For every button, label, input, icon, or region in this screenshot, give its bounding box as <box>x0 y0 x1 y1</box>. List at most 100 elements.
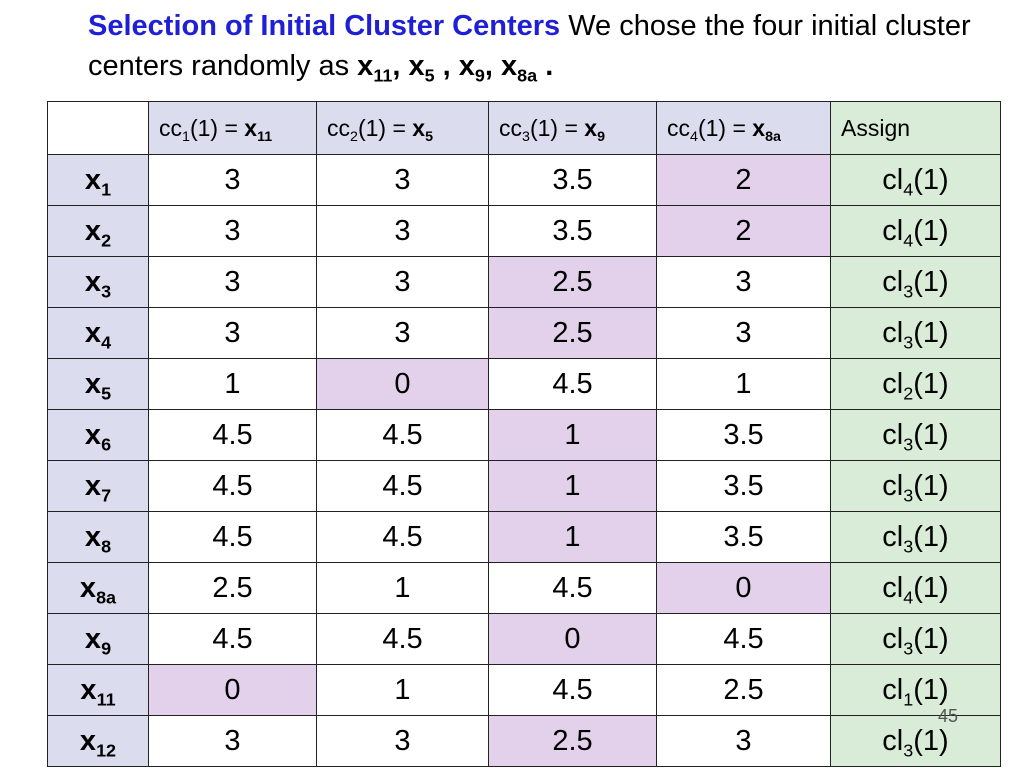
distance-cell: 1 <box>316 664 489 716</box>
distance-cell: 3 <box>148 205 317 257</box>
title-heading: Selection of Initial Cluster Centers <box>88 10 561 42</box>
row-label: x8 <box>47 511 149 563</box>
distance-cell: 4.5 <box>488 562 657 614</box>
assign-cell: cl3(1) <box>830 613 1001 665</box>
row-label: x12 <box>47 715 149 767</box>
distance-cell: 4.5 <box>656 613 831 665</box>
header-cc2: cc2(1) = x5 <box>316 101 489 155</box>
distance-cell: 4.5 <box>488 358 657 410</box>
row-label: x7 <box>47 460 149 512</box>
distance-cell: 3.5 <box>656 409 831 461</box>
table-row: x11 0 1 4.5 2.5 cl1(1) <box>47 664 1001 716</box>
table-row: x2 3 3 3.5 2 cl4(1) <box>47 205 1001 257</box>
assign-cell: cl3(1) <box>830 460 1001 512</box>
header-cc1: cc1(1) = x11 <box>148 101 317 155</box>
row-label: x6 <box>47 409 149 461</box>
distance-cell: 3.5 <box>488 205 657 257</box>
distance-cell: 3 <box>316 307 489 359</box>
distance-cell: 3 <box>316 205 489 257</box>
distance-cell: 2.5 <box>148 562 317 614</box>
header-assign: Assign <box>830 101 1001 155</box>
distance-cell: 2.5 <box>488 256 657 308</box>
table-row: x1 3 3 3.5 2 cl4(1) <box>47 154 1001 206</box>
center-1: x11 <box>357 50 393 86</box>
assign-cell: cl1(1) <box>830 664 1001 716</box>
distance-cell: 3 <box>148 154 317 206</box>
page-number: 45 <box>938 706 959 726</box>
distance-cell: 3 <box>316 154 489 206</box>
distance-cell: 3.5 <box>656 511 831 563</box>
center-4: x8a <box>501 50 538 86</box>
distance-cell: 0 <box>148 664 317 716</box>
distance-cell: 4.5 <box>316 613 489 665</box>
table-body: x1 3 3 3.5 2 cl4(1) x2 3 3 3.5 2 cl4(1) x3 3 3 2.5 3 cl3(… <box>47 154 1001 767</box>
distance-cell: 1 <box>148 358 317 410</box>
assign-cell: cl2(1) <box>830 358 1001 410</box>
distance-cell: 4.5 <box>148 511 317 563</box>
distance-cell: 2.5 <box>488 307 657 359</box>
assign-cell: cl4(1) <box>830 205 1001 257</box>
distance-cell: 3 <box>148 715 317 767</box>
table-row: x3 3 3 2.5 3 cl3(1) <box>47 256 1001 308</box>
distance-cell: 3 <box>656 715 831 767</box>
assign-cell: cl3(1) <box>830 256 1001 308</box>
distance-cell: 3 <box>316 256 489 308</box>
table-row: x8a 2.5 1 4.5 0 cl4(1) <box>47 562 1001 614</box>
distance-cell: 1 <box>488 409 657 461</box>
distance-cell: 3.5 <box>656 460 831 512</box>
distance-cell: 4.5 <box>488 664 657 716</box>
assign-cell: cl4(1) <box>830 154 1001 206</box>
distance-cell: 3 <box>656 307 831 359</box>
row-label: x4 <box>47 307 149 359</box>
distance-cell: 4.5 <box>148 613 317 665</box>
center-3: x9 <box>458 50 485 86</box>
distance-cell: 4.5 <box>316 409 489 461</box>
row-label: x1 <box>47 154 149 206</box>
assign-cell: cl3(1) <box>830 715 1001 767</box>
distance-cell: 3.5 <box>488 154 657 206</box>
distance-cell: 4.5 <box>316 511 489 563</box>
slide-title: Selection of Initial Cluster Centers We … <box>88 10 971 86</box>
assign-cell: cl3(1) <box>830 511 1001 563</box>
distance-table: cc1(1) = x11 cc2(1) = x5 cc3(1) = x9 cc4… <box>47 101 1001 767</box>
table-row: x8 4.5 4.5 1 3.5 cl3(1) <box>47 511 1001 563</box>
row-label: x5 <box>47 358 149 410</box>
table-row: x6 4.5 4.5 1 3.5 cl3(1) <box>47 409 1001 461</box>
distance-cell: 1 <box>488 460 657 512</box>
distance-cell: 2.5 <box>656 664 831 716</box>
distance-cell: 3 <box>148 307 317 359</box>
assign-cell: cl3(1) <box>830 409 1001 461</box>
corner-cell <box>47 101 149 155</box>
distance-cell: 1 <box>488 511 657 563</box>
header-cc4: cc4(1) = x8a <box>656 101 831 155</box>
distance-cell: 3 <box>656 256 831 308</box>
distance-cell: 4.5 <box>148 460 317 512</box>
row-label: x9 <box>47 613 149 665</box>
row-label: x2 <box>47 205 149 257</box>
distance-cell: 3 <box>148 256 317 308</box>
table-row: x12 3 3 2.5 3 cl3(1) <box>47 715 1001 767</box>
distance-cell: 4.5 <box>148 409 317 461</box>
row-label: x3 <box>47 256 149 308</box>
distance-cell: 2.5 <box>488 715 657 767</box>
table-row: x5 1 0 4.5 1 cl2(1) <box>47 358 1001 410</box>
distance-cell: 0 <box>316 358 489 410</box>
distance-cell: 0 <box>488 613 657 665</box>
row-label: x11 <box>47 664 149 716</box>
table-row: x7 4.5 4.5 1 3.5 cl3(1) <box>47 460 1001 512</box>
distance-cell: 1 <box>316 562 489 614</box>
assign-cell: cl4(1) <box>830 562 1001 614</box>
distance-cell: 2 <box>656 205 831 257</box>
distance-cell: 4.5 <box>316 460 489 512</box>
title-text: We chose the four initial cluster center… <box>88 10 971 82</box>
distance-cell: 1 <box>656 358 831 410</box>
header-cc3: cc3(1) = x9 <box>488 101 657 155</box>
distance-cell: 2 <box>656 154 831 206</box>
header-row: cc1(1) = x11 cc2(1) = x5 cc3(1) = x9 cc4… <box>47 101 1001 155</box>
table-row: x9 4.5 4.5 0 4.5 cl3(1) <box>47 613 1001 665</box>
row-label: x8a <box>47 562 149 614</box>
assign-cell: cl3(1) <box>830 307 1001 359</box>
table-row: x4 3 3 2.5 3 cl3(1) <box>47 307 1001 359</box>
center-2: x5 <box>408 50 435 86</box>
distance-cell: 0 <box>656 562 831 614</box>
